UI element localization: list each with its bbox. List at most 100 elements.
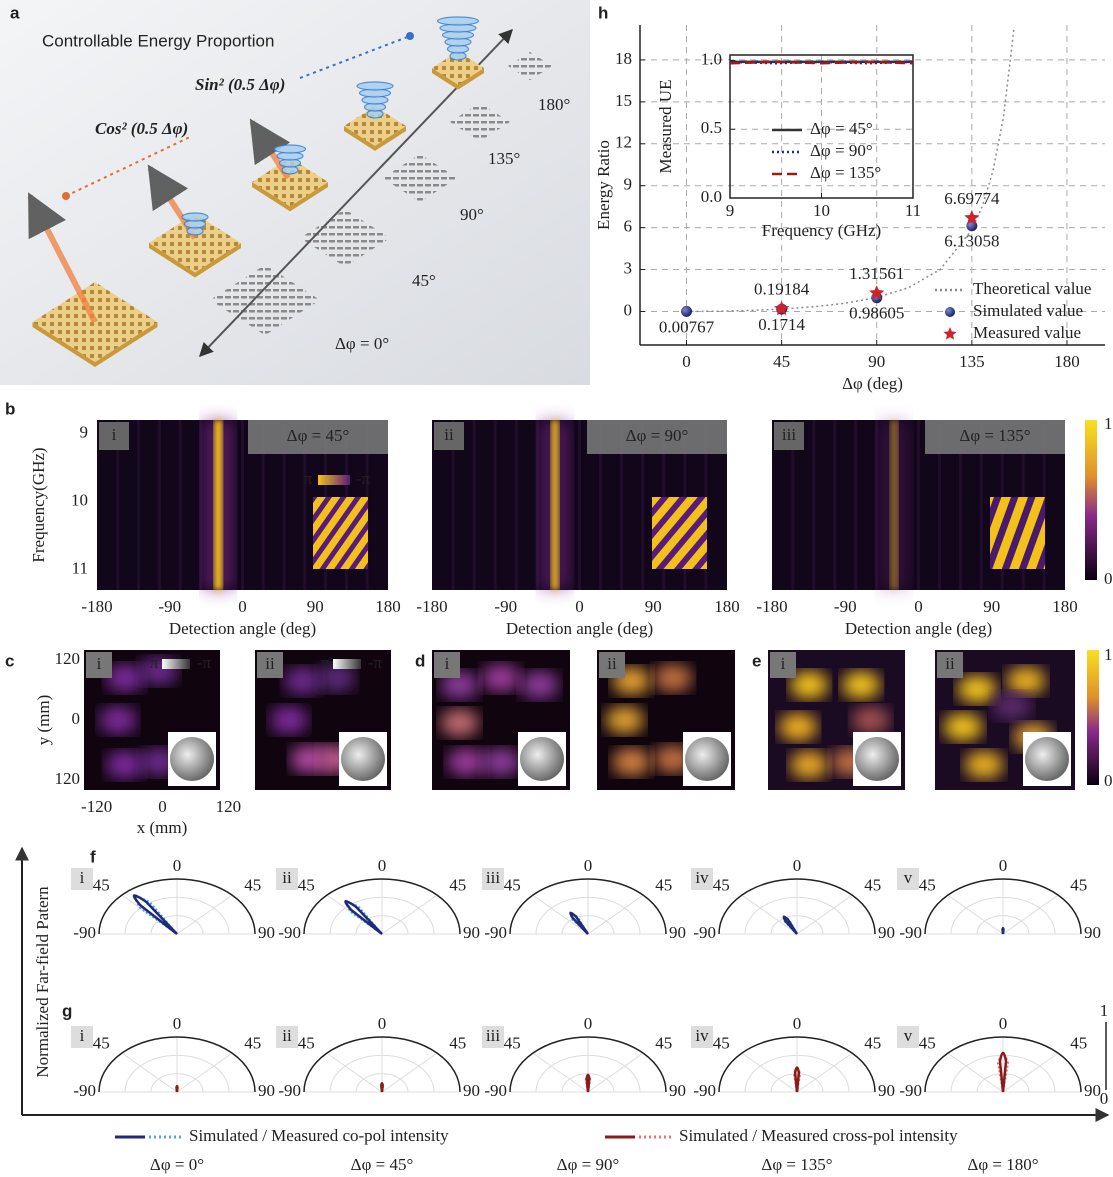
x-tick-label: 10 xyxy=(813,201,830,220)
x-tick-label: 135 xyxy=(959,352,985,371)
field-lobe xyxy=(284,667,322,695)
condition-tag: Δφ = 90° xyxy=(626,426,689,445)
cos-label: Cos² (0.5 Δφ) xyxy=(95,119,188,138)
simulated-lobe xyxy=(1003,928,1004,934)
polar-tick-label: 45 xyxy=(244,875,261,894)
y-axis-label: y (mm) xyxy=(34,695,53,746)
field-lobe xyxy=(1006,667,1045,695)
data-point xyxy=(681,306,692,317)
sub-label: v xyxy=(904,1026,913,1045)
sub-label: i xyxy=(781,654,786,673)
step-label: 180° xyxy=(538,95,570,114)
phase-disk xyxy=(341,737,385,781)
polar-tick-label: 90 xyxy=(669,923,686,942)
polar-tick-label: 90 xyxy=(1084,1081,1101,1100)
phase-label: π xyxy=(304,469,313,488)
data-label: 0.98605 xyxy=(849,304,904,323)
legend-label: Measured value xyxy=(973,323,1081,342)
colorbar-label: 1 xyxy=(1104,645,1113,664)
y-tick-label: 0 xyxy=(72,709,81,728)
y-tick-label: 10 xyxy=(71,491,88,510)
y-tick-label: 11 xyxy=(72,559,88,578)
polar-tick-label: -90 xyxy=(899,1081,922,1100)
field-lobe xyxy=(270,706,308,734)
polar-spoke xyxy=(797,1053,852,1092)
polar-tick-label: -90 xyxy=(73,923,96,942)
y-axis-label: Measured UE xyxy=(656,80,675,174)
panel-a-title: Controllable Energy Proportion xyxy=(42,31,274,50)
x-tick-label: 0 xyxy=(682,352,691,371)
sub-label: v xyxy=(904,868,913,887)
x-axis-label: Detection angle (deg) xyxy=(506,619,653,638)
field-lobe xyxy=(440,709,479,737)
polar-tick-label: 90 xyxy=(258,1081,275,1100)
field-lobe xyxy=(842,671,880,699)
phase-disk xyxy=(1025,737,1069,781)
figure: aControllable Energy ProportionSin² (0.5… xyxy=(0,0,1113,1177)
x-axis-label: Detection angle (deg) xyxy=(845,619,992,638)
legend-label: Simulated / Measured co-pol intensity xyxy=(189,1126,449,1145)
legend-label: Δφ = 90° xyxy=(810,141,873,160)
sub-label: ii xyxy=(282,868,292,887)
data-label: 0.19184 xyxy=(754,280,810,299)
polar-tick-label: 0 xyxy=(173,1014,182,1033)
x-tick-label: 90 xyxy=(307,597,324,616)
legend-label: Δφ = 45° xyxy=(810,119,873,138)
field-lobe xyxy=(612,748,651,776)
sin-pointer-dot xyxy=(406,32,414,40)
panel-label: c xyxy=(5,651,14,670)
y-tick-label: 0 xyxy=(624,300,633,319)
x-tick-label: 180 xyxy=(714,597,740,616)
y-axis-label: Frequency(GHz) xyxy=(29,447,48,562)
y-tick-label: 120 xyxy=(55,649,81,668)
polar-tick-label: 0 xyxy=(173,856,182,875)
field-lobe xyxy=(520,671,559,699)
polar-spoke xyxy=(382,1053,437,1092)
y-tick-label: 9 xyxy=(624,175,633,194)
field-lobe xyxy=(852,706,890,734)
vortex-beam xyxy=(275,145,306,153)
x-tick-label: 0 xyxy=(158,797,167,816)
polar-tick-label: -90 xyxy=(484,923,507,942)
x-tick-label: 90 xyxy=(645,597,662,616)
field-lobe xyxy=(605,706,644,734)
polar-tick-label: 90 xyxy=(878,923,895,942)
sub-label: ii xyxy=(945,654,955,673)
y-tick-label: 9 xyxy=(80,423,89,442)
step-label: 135° xyxy=(488,149,520,168)
condition-label: Δφ = 45° xyxy=(351,1155,414,1174)
y-tick-label: 18 xyxy=(615,49,632,68)
x-axis-label: Detection angle (deg) xyxy=(169,619,316,638)
polar-tick-label: 0 xyxy=(378,856,387,875)
field-lobe xyxy=(482,664,521,692)
field-lobe xyxy=(106,751,144,779)
phase-map xyxy=(990,497,1045,569)
polar-tick-label: -90 xyxy=(899,923,922,942)
field-lobe xyxy=(779,713,817,741)
polar-tick-label: 45 xyxy=(655,875,672,894)
y-tick-label: 15 xyxy=(615,91,632,110)
panel-label: a xyxy=(10,3,20,22)
step-label: Δφ = 0° xyxy=(335,334,389,353)
colorbar-label: 1 xyxy=(1100,1001,1109,1020)
x-tick-label: 0 xyxy=(575,597,584,616)
x-tick-label: -180 xyxy=(416,597,447,616)
phase-map xyxy=(313,497,368,569)
condition-label: Δφ = 180° xyxy=(967,1155,1038,1174)
polar-spoke xyxy=(1003,895,1058,934)
panel-label: e xyxy=(752,651,761,670)
data-label: 0.1714 xyxy=(758,315,805,334)
x-tick-label: 180 xyxy=(1054,352,1080,371)
phase-label: -π xyxy=(197,653,212,672)
phase-label: π xyxy=(150,653,159,672)
polar-tick-label: 90 xyxy=(463,1081,480,1100)
polar-tick-label: -90 xyxy=(484,1081,507,1100)
polar-spoke xyxy=(177,1053,232,1092)
polar-tick-label: 0 xyxy=(999,1014,1008,1033)
polar-tick-label: 45 xyxy=(449,1033,466,1052)
simulated-lobe xyxy=(134,895,177,934)
x-tick-label: 180 xyxy=(1052,597,1078,616)
phase-bar xyxy=(318,475,350,485)
panel-label: h xyxy=(598,3,608,22)
x-axis-label: Frequency (GHz) xyxy=(762,221,881,240)
